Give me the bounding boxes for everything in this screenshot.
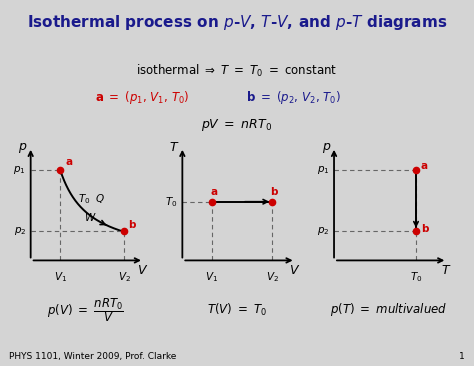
- Text: $T$: $T$: [441, 264, 452, 277]
- Text: b: b: [421, 224, 428, 234]
- Text: $W$: $W$: [84, 211, 96, 223]
- Text: Isothermal process on $\mathbf{\mathit{p}}$-$\mathbf{\mathit{V}}$, $\mathbf{\mat: Isothermal process on $\mathbf{\mathit{p…: [27, 13, 447, 32]
- Text: $T_0$: $T_0$: [78, 192, 90, 205]
- Text: $Q$: $Q$: [95, 192, 104, 205]
- Text: $V$: $V$: [289, 264, 301, 277]
- Text: $V_2$: $V_2$: [265, 270, 279, 284]
- Text: $T$: $T$: [169, 141, 180, 154]
- Text: $V_1$: $V_1$: [205, 270, 219, 284]
- Text: $\mathit{pV}$ $=$ $\mathit{nRT}_0$: $\mathit{pV}$ $=$ $\mathit{nRT}_0$: [201, 116, 273, 132]
- Text: $T_0$: $T_0$: [410, 270, 422, 284]
- Text: $\mathbf{b}$ $=$ ($p_2$, $V_2$, $T_0$): $\mathbf{b}$ $=$ ($p_2$, $V_2$, $T_0$): [246, 89, 341, 105]
- Text: $\mathbf{a}$ $=$ ($p_1$, $V_1$, $T_0$): $\mathbf{a}$ $=$ ($p_1$, $V_1$, $T_0$): [95, 89, 190, 105]
- Text: b: b: [271, 187, 278, 197]
- Text: $p_1$: $p_1$: [13, 164, 26, 176]
- Text: $p(V)$ $=$ $\dfrac{nRT_0}{V}$: $p(V)$ $=$ $\dfrac{nRT_0}{V}$: [47, 296, 124, 324]
- Text: a: a: [65, 157, 72, 167]
- Text: a: a: [421, 161, 428, 171]
- Text: $p$: $p$: [321, 141, 331, 155]
- Text: $V$: $V$: [137, 264, 149, 277]
- Text: $V_1$: $V_1$: [54, 270, 67, 284]
- Text: $p_1$: $p_1$: [317, 164, 329, 176]
- Text: $p$: $p$: [18, 141, 27, 155]
- Text: b: b: [128, 220, 136, 229]
- Text: 1: 1: [459, 352, 465, 361]
- Text: PHYS 1101, Winter 2009, Prof. Clarke: PHYS 1101, Winter 2009, Prof. Clarke: [9, 352, 177, 361]
- Text: $V_2$: $V_2$: [118, 270, 131, 284]
- Text: $T_0$: $T_0$: [165, 195, 178, 209]
- Text: $p(T)$ $=$ multivalued: $p(T)$ $=$ multivalued: [330, 301, 447, 318]
- Text: $T(V)$ $=$ $T_0$: $T(V)$ $=$ $T_0$: [207, 302, 267, 318]
- Text: a: a: [210, 187, 218, 197]
- Text: isothermal $\Rightarrow$ $\mathit{T}$ $=$ $\mathit{T}_0$ $=$ constant: isothermal $\Rightarrow$ $\mathit{T}$ $=…: [137, 63, 337, 78]
- Text: $p_2$: $p_2$: [14, 225, 26, 237]
- Text: $p_2$: $p_2$: [317, 225, 329, 237]
